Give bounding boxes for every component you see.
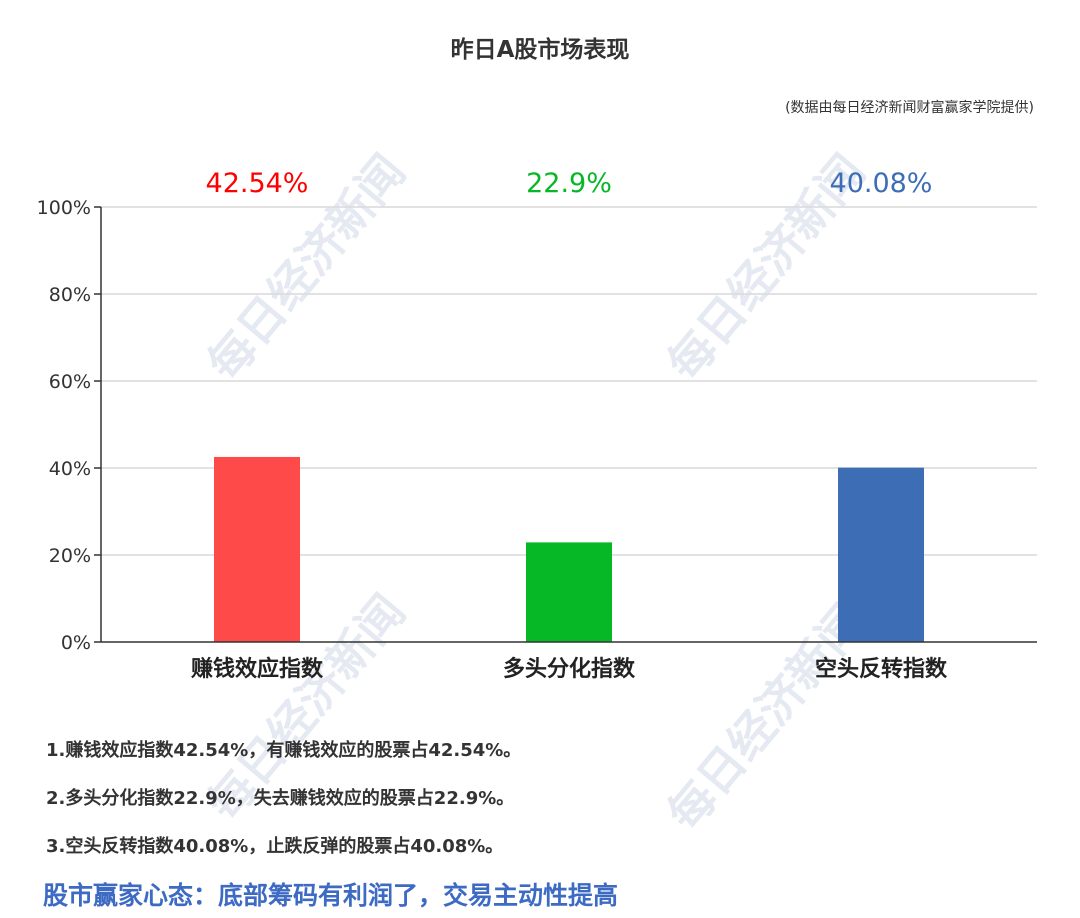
data-source: (数据由每日经济新闻财富赢家学院提供)	[785, 100, 1034, 116]
x-tick-label: 多头分化指数	[503, 656, 636, 682]
y-tick-label: 60%	[49, 371, 91, 393]
bar-chart: 0% 20% 40% 60% 80% 100% 42.54% 赚钱效应指数 22.9% 多头分化指…	[37, 168, 1037, 682]
x-tick-label: 空头反转指数	[815, 656, 948, 682]
y-tick-label: 40%	[49, 458, 91, 480]
y-tick-label: 100%	[37, 197, 91, 219]
data-label: 40.08%	[830, 168, 933, 199]
y-tick-label: 0%	[61, 632, 91, 654]
headline: 股市赢家心态：底部筹码有利润了，交易主动性提高	[43, 881, 619, 910]
note-1: 1.赚钱效应指数42.54%，有赚钱效应的股票占42.54%。	[46, 740, 522, 761]
chart-title: 昨日A股市场表现	[450, 37, 630, 63]
bar	[526, 542, 612, 642]
data-label: 22.9%	[526, 168, 612, 199]
y-tick-label: 20%	[49, 545, 91, 567]
bar	[838, 467, 924, 642]
y-tick-label: 80%	[49, 284, 91, 306]
x-tick-label: 赚钱效应指数	[191, 656, 324, 682]
bar	[214, 456, 300, 642]
note-2: 2.多头分化指数22.9%，失去赚钱效应的股票占22.9%。	[46, 788, 515, 809]
note-3: 3.空头反转指数40.08%，止跌反弹的股票占40.08%。	[46, 836, 504, 857]
data-label: 42.54%	[206, 168, 309, 199]
